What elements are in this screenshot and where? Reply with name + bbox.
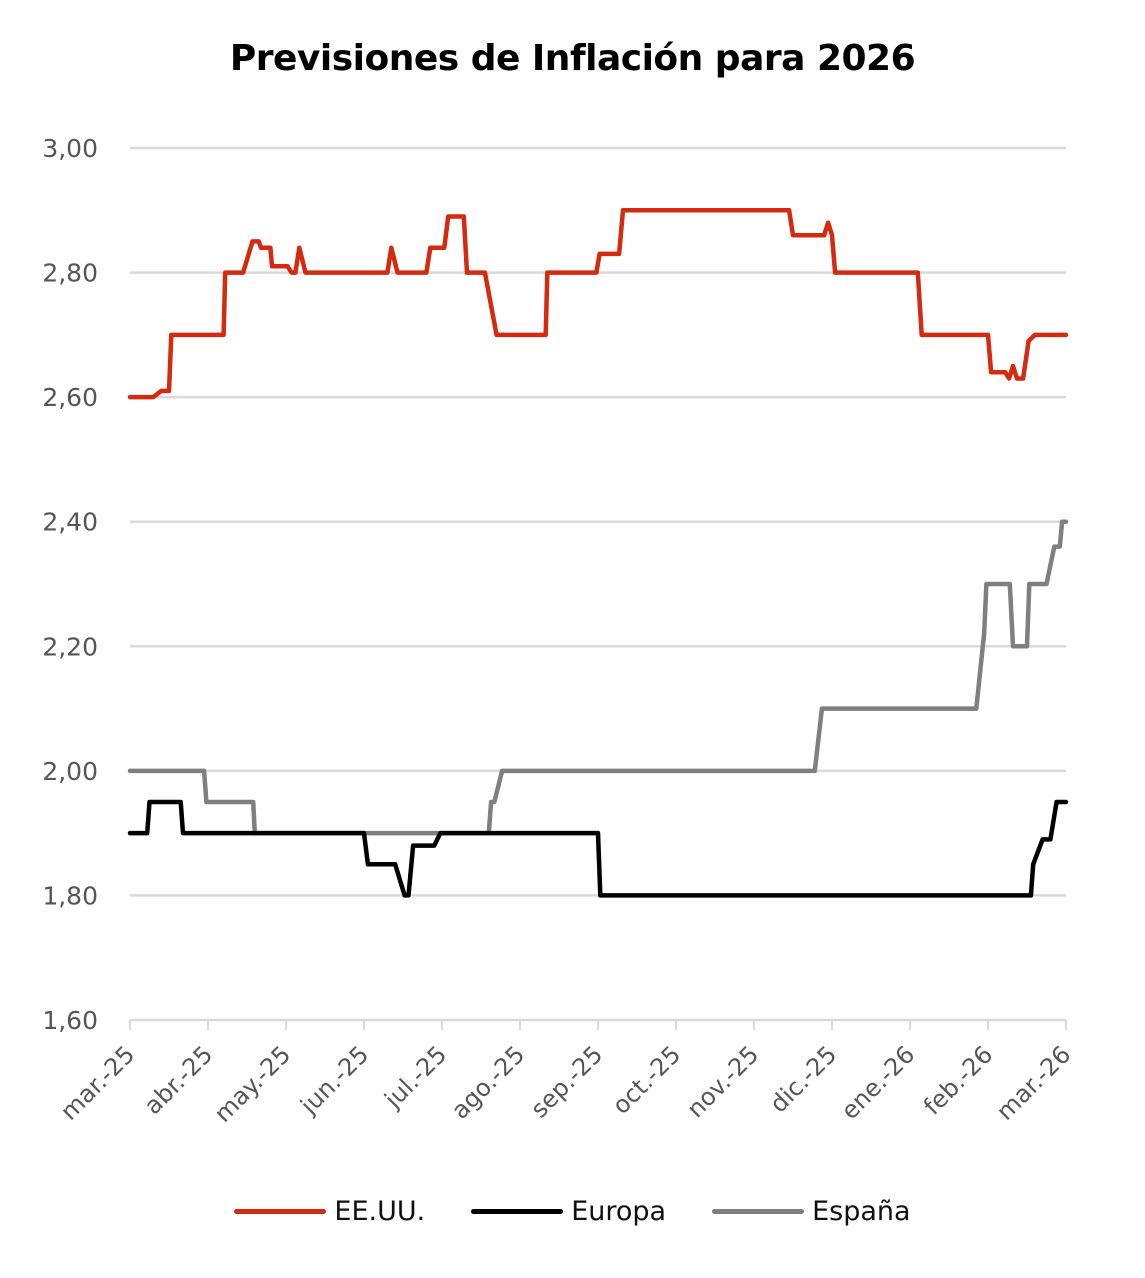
x-tick-label: mar.-25 [55,1040,140,1125]
legend-item-eeuu: EE.UU. [234,1196,425,1227]
x-tick-label: jun.-25 [294,1040,374,1120]
x-tick-label: mar.-26 [991,1040,1076,1125]
x-tick-label: sep.-25 [525,1040,608,1123]
x-axis [129,1018,1067,1030]
legend-swatch-europa [471,1209,564,1214]
y-tick-label: 1,60 [42,1006,98,1035]
y-tick-label: 2,40 [42,508,98,537]
legend-item-europa: Europa [471,1196,666,1227]
chart-title: Previsiones de Inflación para 2026 [229,38,916,79]
series-line-eeuu [127,208,1069,400]
x-tick-label: jul.-25 [378,1040,452,1114]
y-tick-label: 2,80 [42,259,98,288]
legend-swatch-eeuu [234,1209,327,1214]
x-tick-label: ene.-26 [836,1040,921,1125]
legend-item-espana: España [712,1196,911,1227]
y-tick-label: 2,20 [42,632,98,661]
series-lines [127,208,1069,898]
legend-label: EE.UU. [334,1196,426,1227]
y-tick-label: 3,00 [42,134,98,163]
y-tick-label: 2,60 [42,383,98,412]
series-line-europa [127,799,1069,898]
y-axis-ticks: 1,60 1,80 2,00 2,20 2,40 2,60 2,80 3,00 [42,134,98,1035]
x-tick-label: dic.-25 [765,1040,843,1118]
x-tick-label: feb.-26 [918,1040,998,1120]
x-tick-label: ago.-25 [446,1040,530,1124]
legend-label: España [812,1196,911,1227]
legend-swatch-espana [712,1209,805,1214]
y-tick-label: 2,00 [42,757,98,786]
legend-label: Europa [571,1196,667,1227]
x-tick-label: nov.-25 [681,1040,764,1123]
x-tick-label: abr.-25 [139,1040,219,1120]
legend: EE.UU. Europa España [0,1196,1145,1227]
x-tick-label: oct.-25 [607,1040,686,1119]
x-tick-label: may.-25 [209,1040,296,1127]
series-line-españa [127,519,1069,836]
y-tick-label: 1,80 [42,881,98,910]
line-chart: 1,60 1,80 2,00 2,20 2,40 2,60 2,80 3,00 mar.-25… [42,134,1076,1128]
